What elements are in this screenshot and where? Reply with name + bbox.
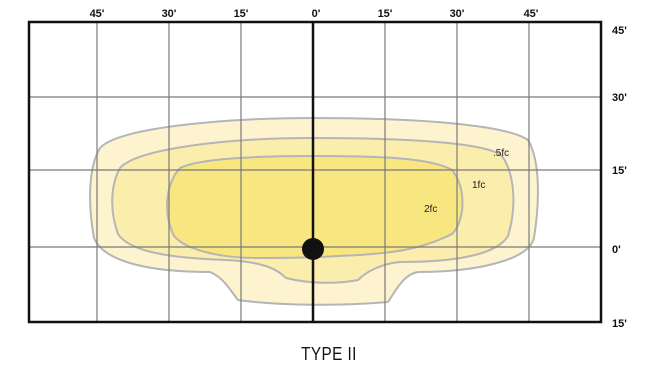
top-tick-label: 45' xyxy=(524,8,539,20)
fixture-location-marker xyxy=(302,238,324,260)
top-tick-label: 0' xyxy=(312,8,321,20)
top-tick-label: 30' xyxy=(450,8,465,20)
top-tick-label: 45' xyxy=(90,8,105,20)
two-fc-label: 2fc xyxy=(424,204,437,215)
right-tick-label: 45' xyxy=(612,25,627,37)
right-axis: 45' 30' 15' 0' 15' xyxy=(612,25,627,330)
top-tick-label: 30' xyxy=(162,8,177,20)
distribution-type-caption: TYPE II xyxy=(301,344,357,364)
right-tick-label: 15' xyxy=(612,318,627,330)
top-tick-label: 15' xyxy=(234,8,249,20)
top-tick-label: 15' xyxy=(378,8,393,20)
right-tick-label: 30' xyxy=(612,92,627,104)
right-tick-label: 0' xyxy=(612,244,621,256)
isofootcandle-diagram: 45' 30' 15' 0' 15' 30' 45' 45' 30' 15' 0… xyxy=(27,8,627,330)
top-axis: 45' 30' 15' 0' 15' 30' 45' xyxy=(90,8,539,20)
right-tick-label: 15' xyxy=(612,165,627,177)
one-fc-label: 1fc xyxy=(472,180,485,191)
diagram-frame xyxy=(27,20,603,324)
half-fc-label: .5fc xyxy=(493,148,509,159)
